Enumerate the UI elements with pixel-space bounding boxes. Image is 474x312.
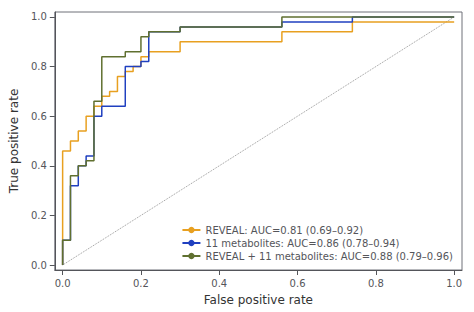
svg-text:True positive rate: True positive rate (7, 89, 21, 195)
svg-text:REVEAL: AUC=0.81 (0.69–0.92): REVEAL: AUC=0.81 (0.69–0.92) (205, 225, 363, 236)
svg-text:0.8: 0.8 (31, 61, 47, 72)
svg-text:0.6: 0.6 (290, 278, 306, 289)
svg-text:0.8: 0.8 (368, 278, 384, 289)
svg-text:0.4: 0.4 (211, 278, 227, 289)
svg-text:11 metabolites: AUC=0.86 (0.78: 11 metabolites: AUC=0.86 (0.78–0.94) (205, 238, 399, 249)
svg-text:REVEAL + 11 metabolites: AUC=0: REVEAL + 11 metabolites: AUC=0.88 (0.79–… (205, 251, 453, 262)
svg-text:0.2: 0.2 (31, 210, 47, 221)
svg-text:1.0: 1.0 (31, 11, 47, 22)
svg-text:0.4: 0.4 (31, 160, 47, 171)
svg-text:0.6: 0.6 (31, 111, 47, 122)
svg-text:False positive rate: False positive rate (204, 293, 313, 307)
svg-text:0.2: 0.2 (133, 278, 149, 289)
svg-text:1.0: 1.0 (446, 278, 462, 289)
svg-text:0.0: 0.0 (55, 278, 71, 289)
svg-text:0.0: 0.0 (31, 260, 47, 271)
